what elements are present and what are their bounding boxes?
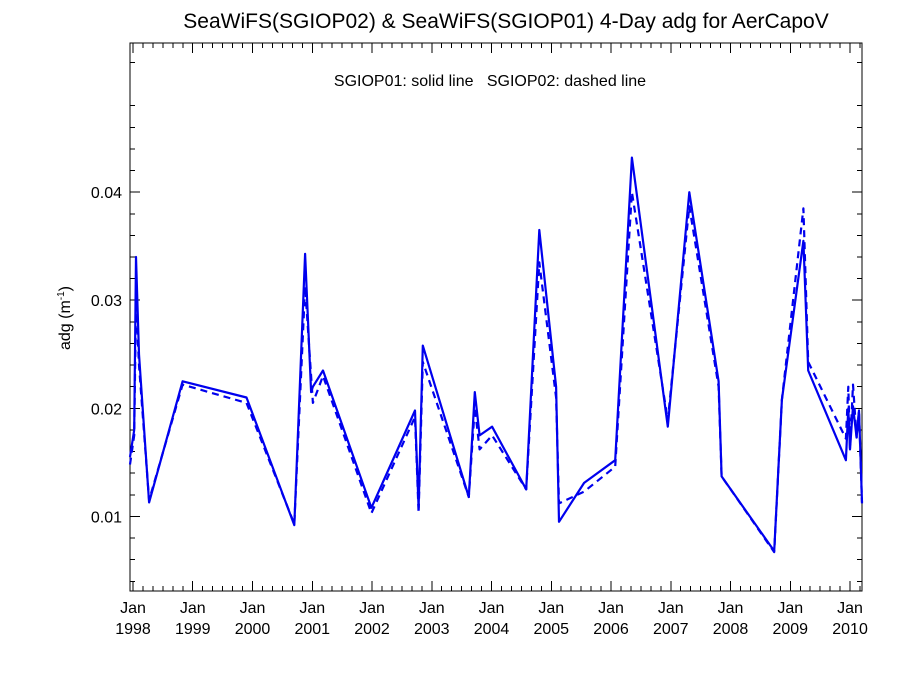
y-axis-label-exponent: -1	[56, 291, 67, 300]
x-tick-label-month: Jan	[837, 600, 863, 617]
x-tick-label-month: Jan	[658, 600, 684, 617]
x-tick-label-month: Jan	[180, 600, 206, 617]
x-tick-label-year: 1999	[175, 621, 211, 638]
x-tick-label-month: Jan	[419, 600, 445, 617]
x-tick-label-year: 2003	[414, 621, 450, 638]
sgiop02-dashed-line	[128, 191, 864, 554]
x-tick-label-year: 2005	[533, 621, 569, 638]
x-tick-label-month: Jan	[120, 600, 146, 617]
x-tick-label-month: Jan	[359, 600, 385, 617]
x-tick-label-year: 2000	[235, 621, 271, 638]
x-tick-label-month: Jan	[777, 600, 803, 617]
x-tick-label-year: 2002	[354, 621, 390, 638]
x-tick-label-year: 2006	[593, 621, 629, 638]
y-axis-ticks: 0.01 0.02 0.03 0.04	[91, 61, 862, 582]
sgiop01-solid-line	[128, 156, 864, 553]
x-tick-label-month: Jan	[240, 600, 266, 617]
x-tick-label-year: 2008	[713, 621, 749, 638]
x-tick-label-year: 1998	[115, 621, 151, 638]
y-tick-label: 0.04	[91, 185, 122, 202]
chart-title: SeaWiFS(SGIOP02) & SeaWiFS(SGIOP01) 4-Da…	[183, 10, 828, 33]
x-tick-label-year: 2004	[474, 621, 510, 638]
x-tick-label-month: Jan	[598, 600, 624, 617]
line-style-note: SGIOP01: solid line SGIOP02: dashed line	[334, 73, 646, 90]
x-tick-label-month: Jan	[479, 600, 505, 617]
y-axis-label-main: adg (m	[57, 300, 74, 350]
y-axis-label-close: )	[57, 286, 74, 291]
x-tick-label-year: 2009	[772, 621, 808, 638]
y-tick-label: 0.02	[91, 401, 122, 418]
x-tick-label-year: 2010	[832, 621, 868, 638]
plot-frame	[129, 42, 863, 592]
y-tick-label: 0.03	[91, 293, 122, 310]
x-tick-label-year: 2001	[294, 621, 330, 638]
x-tick-label-month: Jan	[538, 600, 564, 617]
y-tick-label: 0.01	[91, 509, 122, 526]
x-axis-ticks: Jan 1998 Jan 1999 Jan 2000 Jan 2001 Jan 2002 Jan 20…	[115, 43, 868, 638]
data-series	[128, 156, 864, 554]
x-tick-label-month: Jan	[299, 600, 325, 617]
x-tick-label-year: 2007	[653, 621, 689, 638]
x-tick-label-month: Jan	[718, 600, 744, 617]
y-axis-label: adg (m-1)	[56, 286, 74, 350]
plot-border	[129, 42, 863, 592]
